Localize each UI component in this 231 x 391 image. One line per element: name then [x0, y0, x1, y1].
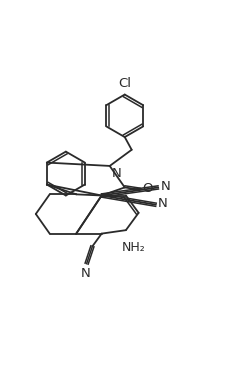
Text: N: N — [161, 180, 170, 193]
Text: N: N — [81, 267, 90, 280]
Text: N: N — [112, 167, 121, 180]
Text: O: O — [142, 182, 152, 195]
Text: NH₂: NH₂ — [122, 240, 145, 253]
Text: N: N — [158, 197, 168, 210]
Text: Cl: Cl — [118, 77, 131, 90]
